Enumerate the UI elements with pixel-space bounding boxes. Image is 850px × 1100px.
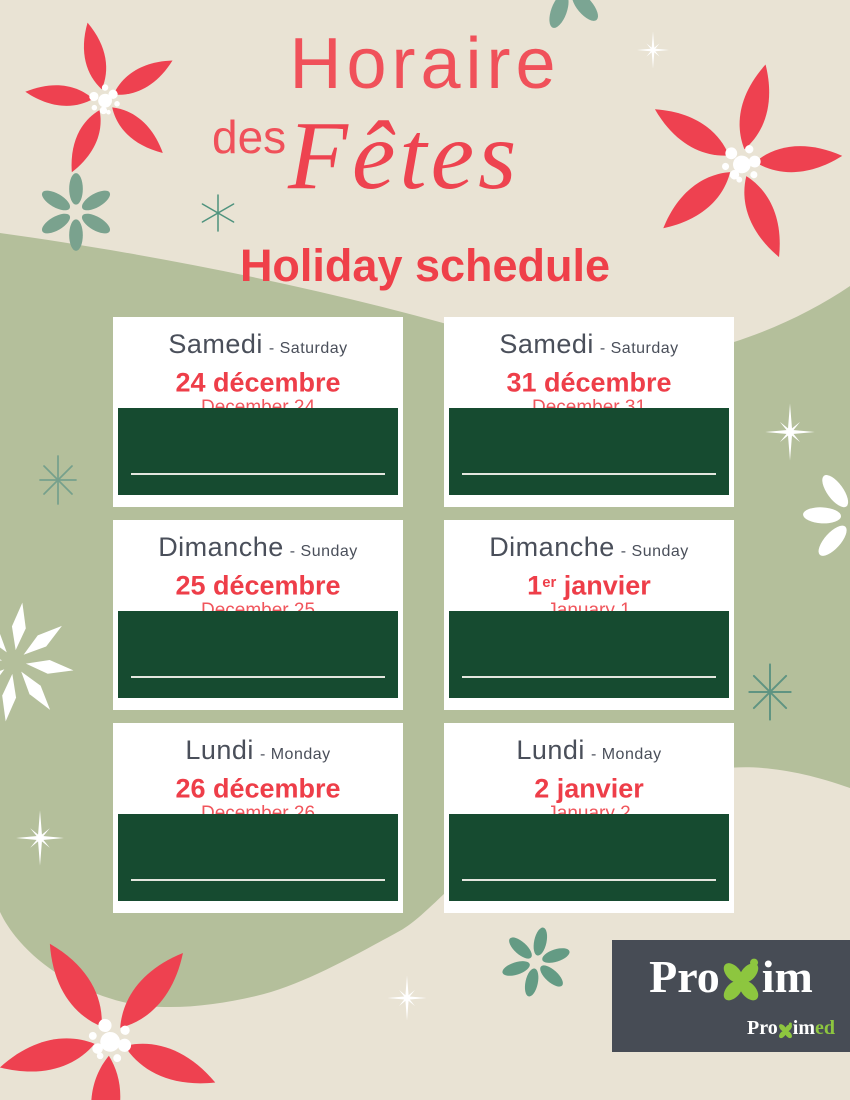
- brand-post: im: [761, 951, 813, 1002]
- date-fr: 2 janvier: [534, 773, 644, 804]
- card-day-line: Dimanche - Sunday: [444, 533, 734, 566]
- hours-write-in-area: [449, 814, 729, 901]
- card-day-line: Lundi - Monday: [113, 736, 403, 769]
- day-en: - Sunday: [289, 543, 358, 560]
- card-day-line: Samedi - Saturday: [113, 330, 403, 363]
- card-day-line: Samedi - Saturday: [444, 330, 734, 363]
- write-in-line: [131, 676, 385, 678]
- write-in-line: [131, 879, 385, 881]
- date-fr: 31 décembre: [506, 367, 672, 398]
- proximed-tagline: Pro im ed: [747, 1018, 835, 1038]
- date-fr: 26 décembre: [175, 773, 341, 804]
- title-horaire: Horaire: [289, 24, 561, 104]
- asterisk-top-left-icon: [201, 194, 235, 232]
- title-holiday-schedule: Holiday schedule: [239, 240, 611, 291]
- hours-write-in-area: [449, 611, 729, 698]
- day-en: - Saturday: [268, 340, 348, 357]
- hours-write-in-area: [449, 408, 729, 495]
- schedule-card-dec31: Samedi- Saturday 31 décembre December 31: [444, 317, 734, 507]
- hours-write-in-area: [118, 814, 398, 901]
- title-des: des: [212, 111, 287, 163]
- card-day-line: Dimanche - Sunday: [113, 533, 403, 566]
- write-in-line: [131, 473, 385, 475]
- day-fr: Samedi: [499, 329, 594, 359]
- date-fr: 24 décembre: [175, 367, 341, 398]
- proxim-x-leaf-icon: [723, 958, 759, 1001]
- sparkle-bottom-center-icon: [387, 975, 427, 1021]
- schedule-card-dec24: Samedi- Saturday 24 décembre December 24: [113, 317, 403, 507]
- hours-write-in-area: [118, 611, 398, 698]
- teal-flower-left-icon: [38, 173, 114, 251]
- brand-pre: Pro: [649, 951, 720, 1002]
- tagline-pre: Pro: [747, 1017, 778, 1039]
- write-in-line: [462, 676, 716, 678]
- proxim-logo: Pro im Pro: [612, 940, 850, 1052]
- schedule-card-dec26: Lundi- Monday 26 décembre December 26: [113, 723, 403, 913]
- tagline-end: ed: [815, 1017, 835, 1039]
- day-en: - Monday: [590, 746, 662, 763]
- hours-write-in-area: [118, 408, 398, 495]
- day-fr: Dimanche: [489, 532, 615, 562]
- proxim-wordmark: Pro im: [612, 951, 850, 1002]
- schedule-card-jan1: Dimanche- Sunday 1er janvier January 1: [444, 520, 734, 710]
- proximed-x-leaf-icon: [778, 1021, 792, 1038]
- day-en: - Sunday: [620, 543, 689, 560]
- date-fr: 25 décembre: [175, 570, 341, 601]
- write-in-line: [462, 473, 716, 475]
- card-day-line: Lundi - Monday: [444, 736, 734, 769]
- date-ordinal: er: [542, 575, 557, 591]
- day-en: - Saturday: [599, 340, 679, 357]
- write-in-line: [462, 879, 716, 881]
- title-fetes: Fêtes: [288, 102, 521, 210]
- tagline-mid: im: [792, 1017, 815, 1039]
- schedule-card-dec25: Dimanche- Sunday 25 décembre December 25: [113, 520, 403, 710]
- day-en: - Monday: [259, 746, 331, 763]
- day-fr: Lundi: [516, 735, 585, 765]
- date-fr: 1er janvier: [527, 570, 651, 601]
- teal-flower-bottom-icon: [495, 920, 577, 1004]
- day-fr: Dimanche: [158, 532, 284, 562]
- day-fr: Lundi: [185, 735, 254, 765]
- day-fr: Samedi: [168, 329, 263, 359]
- schedule-card-jan2: Lundi- Monday 2 janvier January 2: [444, 723, 734, 913]
